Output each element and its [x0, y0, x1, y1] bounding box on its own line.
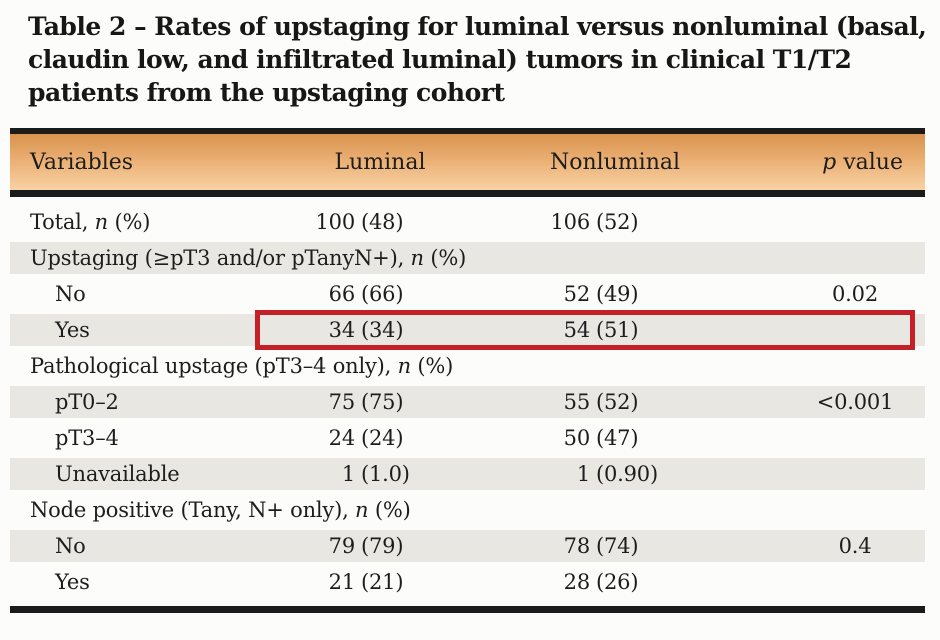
caption-line: patients from the upstaging cohort	[28, 78, 505, 107]
row-label: Upstaging (≥pT3 and/or pTanyN+), n (%)	[30, 246, 467, 270]
table-row-pt3-4: pT3–4 24 (24) 50 (47)	[10, 420, 925, 456]
row-label: No	[55, 534, 86, 558]
table-header-bottom-rule	[10, 190, 925, 197]
luminal-value: 34 (34)	[328, 318, 404, 342]
table-row-pt0-2: pT0–2 75 (75) 55 (52) <0.001	[10, 384, 925, 420]
table-row-node-yes: Yes 21 (21) 28 (26)	[10, 564, 925, 600]
nonluminal-value: 1 (0.90)	[576, 462, 658, 486]
luminal-value: 66 (66)	[328, 282, 404, 306]
luminal-value: 75 (75)	[328, 390, 404, 414]
table-bottom-rule	[10, 606, 925, 613]
header-nonluminal: Nonluminal	[549, 149, 681, 175]
row-label: Total, n (%)	[30, 210, 151, 234]
header-p-value: p value	[822, 149, 903, 175]
row-label: Pathological upstage (pT3–4 only), n (%)	[30, 354, 454, 378]
table-row-upstaging-section: Upstaging (≥pT3 and/or pTanyN+), n (%)	[10, 240, 925, 276]
table-row-node-positive-section: Node positive (Tany, N+ only), n (%)	[10, 492, 925, 528]
nonluminal-value: 28 (26)	[563, 570, 639, 594]
luminal-value: 100 (48)	[315, 210, 404, 234]
row-label: Yes	[55, 318, 90, 342]
caption-line: claudin low, and infiltrated luminal) tu…	[28, 45, 852, 74]
table-header-row: Variables Luminal Nonluminal p value	[10, 134, 925, 190]
nonluminal-value: 50 (47)	[563, 426, 639, 450]
table-row-node-no: No 79 (79) 78 (74) 0.4	[10, 528, 925, 564]
row-label: pT0–2	[55, 390, 119, 414]
luminal-value: 24 (24)	[328, 426, 404, 450]
p-value: 0.4	[838, 534, 872, 558]
table-row-upstaging-yes: Yes 34 (34) 54 (51)	[10, 312, 925, 348]
luminal-value: 79 (79)	[328, 534, 404, 558]
table-row-unavailable: Unavailable 1 (1.0) 1 (0.90)	[10, 456, 925, 492]
row-label: No	[55, 282, 86, 306]
nonluminal-value: 55 (52)	[563, 390, 639, 414]
nonluminal-value: 54 (51)	[563, 318, 639, 342]
nonluminal-value: 78 (74)	[563, 534, 639, 558]
nonluminal-value: 52 (49)	[563, 282, 639, 306]
table-row-pathological-section: Pathological upstage (pT3–4 only), n (%)	[10, 348, 925, 384]
table-top-rule	[10, 128, 925, 134]
data-table: Variables Luminal Nonluminal p value Tot…	[10, 128, 925, 613]
table-row-total: Total, n (%) 100 (48) 106 (52)	[10, 204, 925, 240]
p-value: <0.001	[816, 390, 894, 414]
row-label: pT3–4	[55, 426, 119, 450]
header-luminal: Luminal	[334, 149, 426, 175]
luminal-value: 21 (21)	[328, 570, 404, 594]
row-label: Node positive (Tany, N+ only), n (%)	[30, 498, 411, 522]
table-body: Total, n (%) 100 (48) 106 (52) Upstaging (…	[10, 204, 925, 600]
table-caption: Table 2 – Rates of upstaging for luminal…	[28, 10, 927, 109]
luminal-value: 1 (1.0)	[341, 462, 410, 486]
row-label: Yes	[55, 570, 90, 594]
header-variables: Variables	[30, 149, 134, 175]
p-value: 0.02	[832, 282, 878, 306]
table-row-upstaging-no: No 66 (66) 52 (49) 0.02	[10, 276, 925, 312]
nonluminal-value: 106 (52)	[550, 210, 639, 234]
row-label: Unavailable	[55, 462, 180, 486]
caption-line: Table 2 – Rates of upstaging for luminal…	[28, 12, 927, 41]
